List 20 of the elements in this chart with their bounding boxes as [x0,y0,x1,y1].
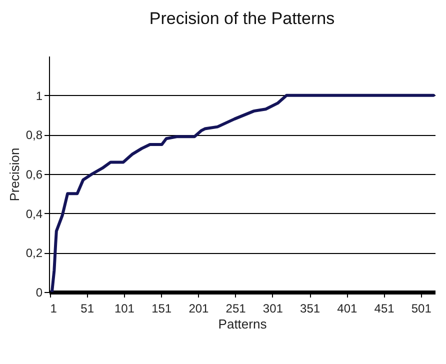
y-tick-label: 0,8 [26,128,43,142]
x-tick-label: 451 [374,302,395,316]
x-tick-label: 201 [188,302,210,316]
x-tick-label: 351 [300,302,320,316]
y-tick-label: 0 [36,286,43,300]
x-tick-label: 151 [152,302,172,316]
y-tick-label: 0,4 [26,206,43,221]
y-tick-label: 1 [36,88,43,103]
x-tick-label: 1 [50,302,58,316]
x-tick-label: 401 [337,302,358,316]
x-tick-label: 251 [226,302,246,316]
x-tick-label: 101 [114,302,135,316]
x-tick-label: 501 [411,302,432,316]
x-tick-label: 301 [262,302,284,316]
chart-title: Precision of the Patterns [149,9,335,28]
x-axis-title: Patterns [218,316,268,332]
y-tick-label: 0,6 [26,168,43,182]
x-tick-label: 51 [80,302,94,316]
y-tick-label: 0,2 [26,246,43,260]
y-axis-title: Precision [6,148,22,202]
